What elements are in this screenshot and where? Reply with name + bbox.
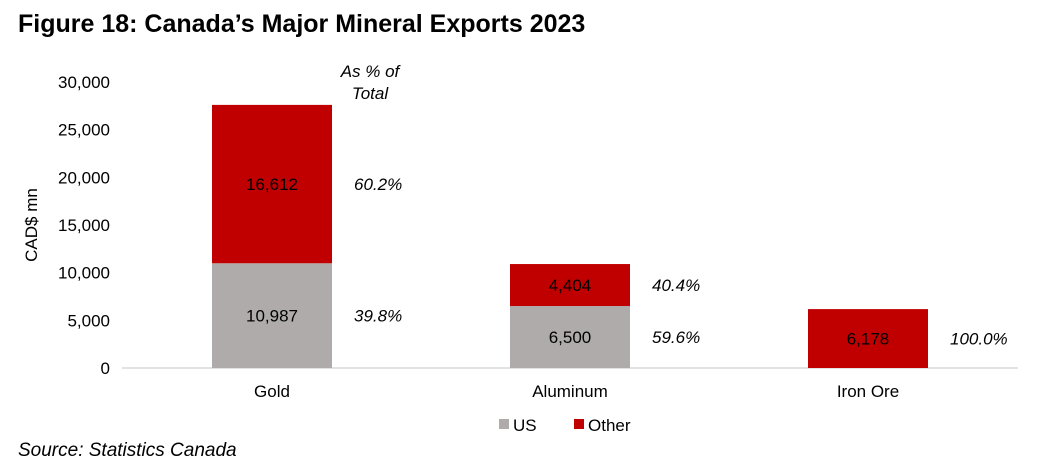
share-label: 39.8%: [354, 307, 402, 326]
legend-label: US: [513, 416, 537, 435]
y-tick-label: 25,000: [58, 121, 110, 140]
data-label: 10,987: [246, 307, 298, 326]
y-tick-label: 20,000: [58, 168, 110, 187]
bar-other: [212, 104, 332, 264]
chart-title: Figure 18: Canada’s Major Mineral Export…: [18, 10, 586, 38]
share-label: 100.0%: [950, 330, 1008, 349]
data-label: 6,178: [847, 330, 890, 349]
y-tick-label: 5,000: [67, 311, 110, 330]
legend-label: Other: [588, 416, 631, 435]
source-note: Source: Statistics Canada: [18, 440, 237, 461]
bar-us: [212, 263, 332, 368]
legend-swatch-us: [499, 419, 509, 429]
x-tick-label: Gold: [254, 382, 290, 401]
data-label: 4,404: [549, 276, 592, 295]
annotation-label: Total: [352, 84, 389, 103]
annotation-label: As % of: [340, 62, 402, 81]
share-label: 40.4%: [652, 276, 700, 295]
share-label: 59.6%: [652, 328, 700, 347]
y-axis-label: CAD$ mn: [22, 188, 41, 262]
data-label: 16,612: [246, 175, 298, 194]
bar-other: [808, 309, 928, 368]
share-label: 60.2%: [354, 175, 402, 194]
data-label: 6,500: [549, 328, 592, 347]
y-tick-label: 30,000: [58, 73, 110, 92]
bar-us: [510, 306, 630, 368]
y-tick-label: 0: [101, 359, 110, 378]
y-tick-label: 10,000: [58, 264, 110, 283]
bar-other: [510, 264, 630, 307]
legend-swatch-other: [574, 419, 584, 429]
x-tick-label: Aluminum: [532, 382, 608, 401]
y-tick-label: 15,000: [58, 216, 110, 235]
x-tick-label: Iron Ore: [837, 382, 899, 401]
